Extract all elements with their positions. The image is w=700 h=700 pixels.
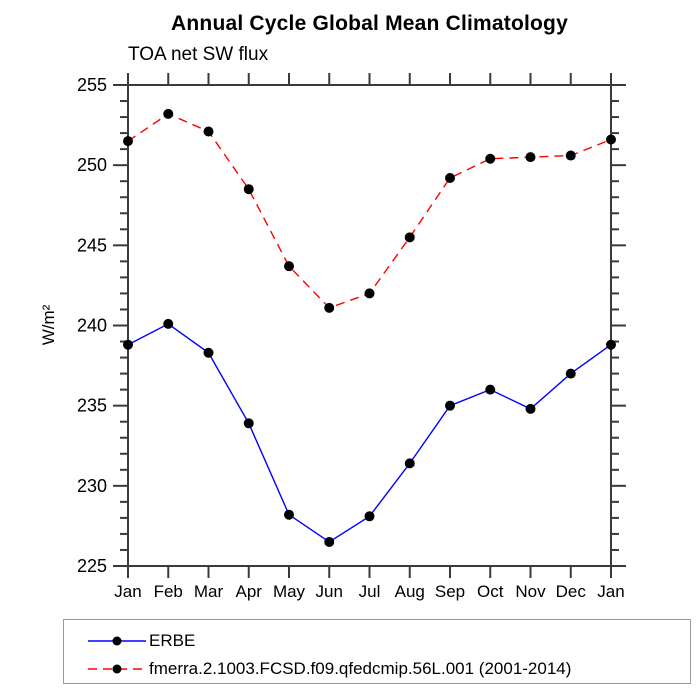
x-axis-tick-label: Mar xyxy=(194,582,224,601)
data-point xyxy=(203,126,214,137)
data-point xyxy=(525,403,536,414)
x-axis-tick-label: Aug xyxy=(395,582,425,601)
data-point xyxy=(404,232,415,243)
x-axis-tick-label: Jan xyxy=(597,582,624,601)
data-point xyxy=(284,509,294,520)
x-axis-tick-label: Jan xyxy=(114,582,141,601)
data-point xyxy=(123,136,133,147)
plot-area: 225 230 235 240 245 250 255 Jan Feb Mar Apr May Jun J… xyxy=(77,73,626,601)
data-point xyxy=(243,418,254,429)
chart-subtitle: TOA net SW flux xyxy=(128,44,269,65)
data-point xyxy=(123,339,133,350)
plot-frame xyxy=(127,84,612,567)
data-point xyxy=(324,302,335,313)
data-point xyxy=(284,261,294,272)
legend-label: fmerra.2.1003.FCSD.f09.qfedcmip.56L.001 … xyxy=(149,659,572,678)
data-point xyxy=(485,153,496,164)
data-point xyxy=(485,384,496,395)
legend-marker xyxy=(112,636,122,646)
legend: ERBE fmerra.2.1003.FCSD.f09.qfedcmip.56L.… xyxy=(63,619,691,684)
data-point xyxy=(606,339,616,350)
y-axis-tick-label: 255 xyxy=(77,75,107,95)
y-axis-tick-label: 240 xyxy=(77,316,107,336)
data-point xyxy=(565,150,576,161)
legend-item-0: ERBE xyxy=(88,628,195,654)
legend-label: ERBE xyxy=(149,631,196,650)
x-axis-tick-label: Jul xyxy=(359,582,381,601)
data-point xyxy=(364,288,375,299)
data-point xyxy=(404,458,415,469)
data-point xyxy=(565,368,576,379)
x-axis-tick-label: May xyxy=(273,582,306,601)
data-point xyxy=(445,172,455,183)
x-axis-tick-label: Dec xyxy=(556,582,587,601)
x-axis-tick-label: Sep xyxy=(435,582,465,601)
y-axis-tick-label: 245 xyxy=(77,235,107,255)
legend-item-1: fmerra.2.1003.FCSD.f09.qfedcmip.56L.001 … xyxy=(88,656,571,682)
series-line-0 xyxy=(127,323,612,543)
data-point xyxy=(163,108,174,119)
y-axis-tick-label: 225 xyxy=(77,556,107,576)
data-point xyxy=(203,347,214,358)
data-point xyxy=(324,536,335,547)
data-point xyxy=(364,511,375,522)
legend-line-sample xyxy=(88,636,146,646)
legend-line-sample xyxy=(88,664,146,674)
y-axis-tick-label: 250 xyxy=(77,155,107,175)
chart-title: Annual Cycle Global Mean Climatology xyxy=(171,12,568,35)
data-point xyxy=(243,184,254,195)
x-axis-tick-label: Apr xyxy=(236,582,263,601)
data-point xyxy=(525,152,536,163)
x-axis-tick-label: Jun xyxy=(316,582,343,601)
x-axis-tick-label: Nov xyxy=(515,582,546,601)
data-point xyxy=(163,318,174,329)
y-axis-tick-label: 235 xyxy=(77,396,107,416)
x-axis-tick-label: Oct xyxy=(477,582,504,601)
data-point xyxy=(606,134,616,145)
x-axis-tick-label: Feb xyxy=(154,582,183,601)
legend-marker xyxy=(112,664,122,674)
data-point xyxy=(445,400,455,411)
y-axis-tick-label: 230 xyxy=(77,476,107,496)
series-line-1 xyxy=(127,113,612,309)
